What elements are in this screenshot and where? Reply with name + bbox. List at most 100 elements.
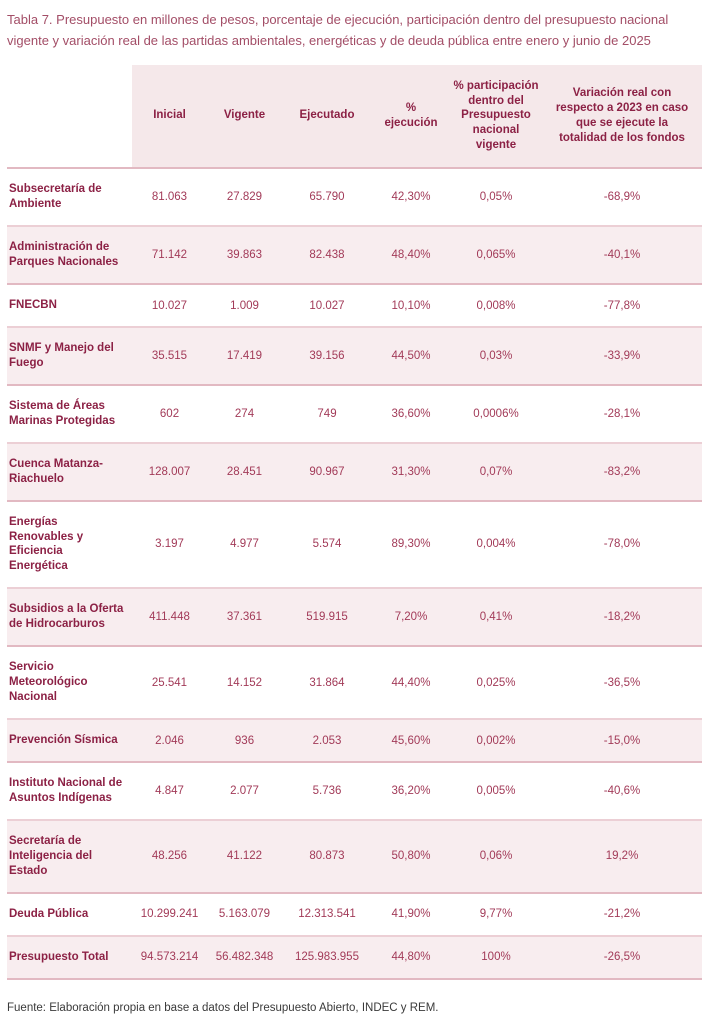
cell-variacion: -68,9% <box>603 191 641 204</box>
row-label: Sistema de Áreas Marinas Protegidas <box>9 399 116 427</box>
table-row: Secretaría de Inteligencia del Estado 48… <box>7 819 702 893</box>
cell-variacion: -78,0% <box>603 538 641 551</box>
cell-vigente: 41.122 <box>226 850 263 863</box>
cell-variacion: -18,2% <box>603 611 641 624</box>
cell-vigente: 2.077 <box>230 784 259 797</box>
table-row: Subsecretaría de Ambiente 81.063 27.829 … <box>7 168 702 227</box>
row-label: Administración de Parques Nacionales <box>9 241 119 269</box>
cell-ejecucion: 45,60% <box>391 734 431 747</box>
table-row: Prevención Sísmica 2.046 936 2.053 45,60… <box>7 719 702 762</box>
row-label: Energías Renovables y Eficiencia Energét… <box>9 515 84 573</box>
cell-vigente: 5.163.079 <box>218 908 271 921</box>
cell-vigente: 936 <box>234 734 255 747</box>
column-header-ejecutado: Ejecutado <box>282 64 372 170</box>
cell-variacion: -36,5% <box>603 676 641 689</box>
cell-ejecucion: 7,20% <box>394 611 428 624</box>
column-header-ejecucion: % ejecución <box>372 64 450 170</box>
cell-ejecucion: 44,40% <box>391 676 431 689</box>
table-body: Subsecretaría de Ambiente 81.063 27.829 … <box>7 168 702 979</box>
column-header-label: Vigente <box>223 109 266 122</box>
cell-vigente: 1.009 <box>230 299 259 312</box>
row-label: Subsidios a la Oferta de Hidrocarburos <box>9 603 124 631</box>
cell-variacion: -15,0% <box>603 734 641 747</box>
table-row: SNMF y Manejo del Fuego 35.515 17.419 39… <box>7 326 702 385</box>
cell-ejecucion: 44,50% <box>391 349 431 362</box>
column-header-label: Variación real con respecto a 2023 en ca… <box>555 87 689 144</box>
cell-ejecutado: 82.438 <box>309 249 345 262</box>
row-label: Cuenca Matanza-Riachuelo <box>9 457 103 485</box>
column-header-inicial: Inicial <box>132 64 207 170</box>
cell-inicial: 128.007 <box>148 465 191 478</box>
row-label: Deuda Pública <box>9 907 89 920</box>
header-row: Inicial Vigente Ejecutado % ejecución % … <box>7 64 702 170</box>
row-label: FNECBN <box>9 299 57 312</box>
table-row: Sistema de Áreas Marinas Protegidas 602 … <box>7 385 702 443</box>
cell-participacion: 0,005% <box>476 784 516 797</box>
table-row: Presupuesto Total 94.573.214 56.482.348 … <box>7 935 702 979</box>
table-header: Inicial Vigente Ejecutado % ejecución % … <box>7 64 702 170</box>
budget-table: Inicial Vigente Ejecutado % ejecución % … <box>7 64 702 980</box>
cell-inicial: 2.046 <box>155 734 184 747</box>
cell-ejecutado: 5.574 <box>312 538 342 551</box>
cell-variacion: -40,1% <box>603 249 641 262</box>
cell-inicial: 25.541 <box>151 676 188 689</box>
cell-ejecutado: 2.053 <box>312 734 342 747</box>
table-row: Cuenca Matanza-Riachuelo 128.007 28.451 … <box>7 442 702 501</box>
cell-ejecutado: 12.313.541 <box>298 908 356 921</box>
cell-participacion: 0,025% <box>476 676 516 689</box>
cell-participacion: 0,41% <box>479 611 513 624</box>
cell-ejecucion: 36,20% <box>391 784 431 797</box>
cell-ejecucion: 41,90% <box>391 908 431 921</box>
table-row: Administración de Parques Nacionales 71.… <box>7 226 702 285</box>
cell-variacion: -21,2% <box>603 908 641 921</box>
column-header-label: Ejecutado <box>299 109 355 122</box>
cell-variacion: -26,5% <box>603 951 641 964</box>
cell-vigente: 28.451 <box>226 465 263 478</box>
table-row: Servicio Meteorológico Nacional 25.541 1… <box>7 646 702 720</box>
table-row: FNECBN 10.027 1.009 10.027 10,10% 0,008%… <box>7 284 702 327</box>
cell-ejecucion: 44,80% <box>391 951 431 964</box>
cell-participacion: 100% <box>481 951 511 964</box>
cell-inicial: 35.515 <box>151 349 188 362</box>
column-header-label: % participación dentro del Presupuesto n… <box>453 79 539 152</box>
cell-inicial: 71.142 <box>151 249 188 262</box>
cell-variacion: 19,2% <box>605 850 639 863</box>
cell-participacion: 0,03% <box>479 349 513 362</box>
cell-variacion: -33,9% <box>603 349 641 362</box>
column-header-variacion: Variación real con respecto a 2023 en ca… <box>542 64 702 170</box>
cell-ejecutado: 749 <box>317 407 337 420</box>
cell-ejecucion: 48,40% <box>391 249 431 262</box>
cell-variacion: -77,8% <box>603 299 641 312</box>
cell-variacion: -83,2% <box>603 465 641 478</box>
cell-ejecutado: 125.983.955 <box>295 951 359 964</box>
cell-vigente: 17.419 <box>226 349 263 362</box>
cell-vigente: 39.863 <box>226 249 263 262</box>
cell-vigente: 37.361 <box>226 611 263 624</box>
cell-variacion: -40,6% <box>603 784 641 797</box>
cell-ejecutado: 519.915 <box>306 611 348 624</box>
cell-inicial: 411.448 <box>149 611 190 624</box>
cell-participacion: 0,05% <box>479 191 513 204</box>
cell-participacion: 0,065% <box>476 249 516 262</box>
cell-vigente: 27.829 <box>226 191 263 204</box>
table-title: Tabla 7. Presupuesto en millones de peso… <box>7 12 669 48</box>
cell-ejecucion: 31,30% <box>391 465 431 478</box>
cell-inicial: 3.197 <box>155 538 184 551</box>
cell-ejecutado: 39.156 <box>309 349 345 362</box>
cell-ejecucion: 10,10% <box>391 299 431 312</box>
row-label: Prevención Sísmica <box>9 734 118 747</box>
cell-ejecutado: 80.873 <box>309 850 345 863</box>
source-note: Fuente: Elaboración propia en base a dat… <box>7 1001 439 1014</box>
cell-ejecutado: 90.967 <box>309 465 345 478</box>
cell-inicial: 10.027 <box>151 299 188 312</box>
cell-participacion: 0,0006% <box>473 407 519 420</box>
cell-vigente: 274 <box>234 407 255 420</box>
cell-ejecucion: 42,30% <box>391 191 431 204</box>
cell-ejecutado: 5.736 <box>312 784 342 797</box>
row-label: SNMF y Manejo del Fuego <box>9 341 114 369</box>
table-row: Subsidios a la Oferta de Hidrocarburos 4… <box>7 588 702 647</box>
column-header-participacion: % participación dentro del Presupuesto n… <box>450 64 542 170</box>
cell-participacion: 9,77% <box>479 908 513 921</box>
cell-inicial: 94.573.214 <box>140 951 199 964</box>
cell-inicial: 81.063 <box>151 191 188 204</box>
